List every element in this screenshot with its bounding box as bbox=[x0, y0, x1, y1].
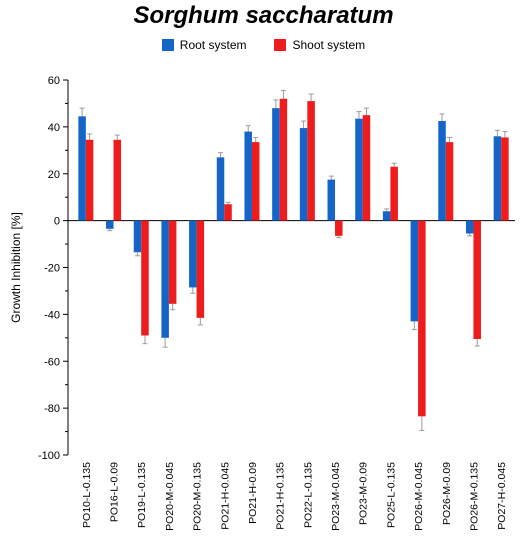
y-tick-label: -100 bbox=[38, 450, 60, 462]
x-tick-label: PO19-L-0.135 bbox=[136, 462, 148, 528]
legend-label-shoot: Shoot system bbox=[292, 38, 366, 52]
x-tick-label: PO21-H-0.09 bbox=[247, 462, 259, 524]
root-bar bbox=[244, 131, 252, 221]
root-bar bbox=[327, 179, 336, 221]
chart-title: Sorghum saccharatum bbox=[133, 2, 394, 29]
root-bar bbox=[161, 220, 169, 338]
shoot-bar bbox=[279, 98, 288, 221]
legend-item-root: Root system bbox=[161, 38, 247, 52]
x-tick-label: PO21-H-0.045 bbox=[219, 462, 231, 530]
shoot-bar bbox=[168, 220, 177, 304]
x-tick-label: PO20-M-0.135 bbox=[192, 462, 204, 531]
shoot-bar bbox=[113, 139, 122, 221]
y-tick-label: -20 bbox=[44, 263, 60, 275]
shoot-bar bbox=[362, 115, 371, 221]
x-tick-label: PO27-H-0.045 bbox=[496, 462, 508, 530]
legend-swatch-root bbox=[161, 39, 174, 51]
shoot-bar bbox=[224, 204, 232, 221]
root-bar bbox=[438, 121, 446, 221]
x-tick-label: PO22-L-0.135 bbox=[302, 462, 314, 528]
legend-swatch-shoot bbox=[274, 39, 287, 51]
y-tick-label: -80 bbox=[44, 403, 60, 415]
legend-item-shoot: Shoot system bbox=[274, 38, 365, 52]
y-tick-label: 20 bbox=[48, 169, 60, 181]
root-bar bbox=[493, 136, 502, 221]
shoot-bar bbox=[85, 139, 94, 221]
shoot-bar bbox=[390, 166, 398, 221]
root-bar bbox=[189, 220, 197, 288]
legend-label-root: Root system bbox=[179, 38, 247, 52]
root-bar bbox=[410, 220, 419, 322]
x-tick-label: PO25-L-0.135 bbox=[385, 462, 397, 528]
shoot-bar bbox=[335, 220, 343, 236]
root-bar bbox=[106, 220, 114, 229]
x-tick-label: PO23-M-0.045 bbox=[330, 462, 342, 531]
root-bar bbox=[78, 116, 86, 221]
shoot-bar bbox=[418, 220, 426, 417]
shoot-bar bbox=[501, 137, 509, 221]
y-tick-label: 0 bbox=[54, 216, 60, 228]
shoot-bar bbox=[196, 220, 205, 318]
root-bar bbox=[465, 220, 474, 234]
root-bar bbox=[133, 220, 142, 253]
x-tick-label: PO26-M-0.135 bbox=[468, 462, 480, 531]
root-bar bbox=[382, 211, 391, 221]
y-tick-label: -40 bbox=[44, 309, 60, 321]
root-bar bbox=[299, 128, 308, 221]
shoot-bar bbox=[307, 101, 315, 221]
x-tick-label: PO26-M-0.09 bbox=[441, 462, 453, 525]
y-tick-label: -60 bbox=[44, 356, 60, 368]
root-bar bbox=[355, 118, 363, 221]
root-bar bbox=[216, 157, 225, 221]
x-tick-label: PO26-M-0.045 bbox=[413, 462, 425, 531]
y-tick-label: 60 bbox=[48, 75, 60, 87]
y-axis-label: Growth Inhibition [%] bbox=[9, 212, 23, 323]
x-tick-label: PO21-H-0.135 bbox=[275, 462, 287, 530]
x-tick-label: PO23-M-0.09 bbox=[358, 462, 370, 525]
root-bar bbox=[272, 108, 280, 221]
shoot-bar bbox=[445, 142, 454, 221]
legend: Root system Shoot system bbox=[0, 38, 527, 52]
x-tick-label: PO10-L-0.135 bbox=[81, 462, 93, 528]
x-tick-label: PO20-M-0.045 bbox=[164, 462, 176, 531]
x-tick-label: PO16-L-0.09 bbox=[109, 462, 121, 522]
shoot-bar bbox=[251, 142, 260, 221]
y-tick-label: 40 bbox=[48, 122, 60, 134]
shoot-bar bbox=[473, 220, 481, 339]
shoot-bar bbox=[141, 220, 149, 336]
